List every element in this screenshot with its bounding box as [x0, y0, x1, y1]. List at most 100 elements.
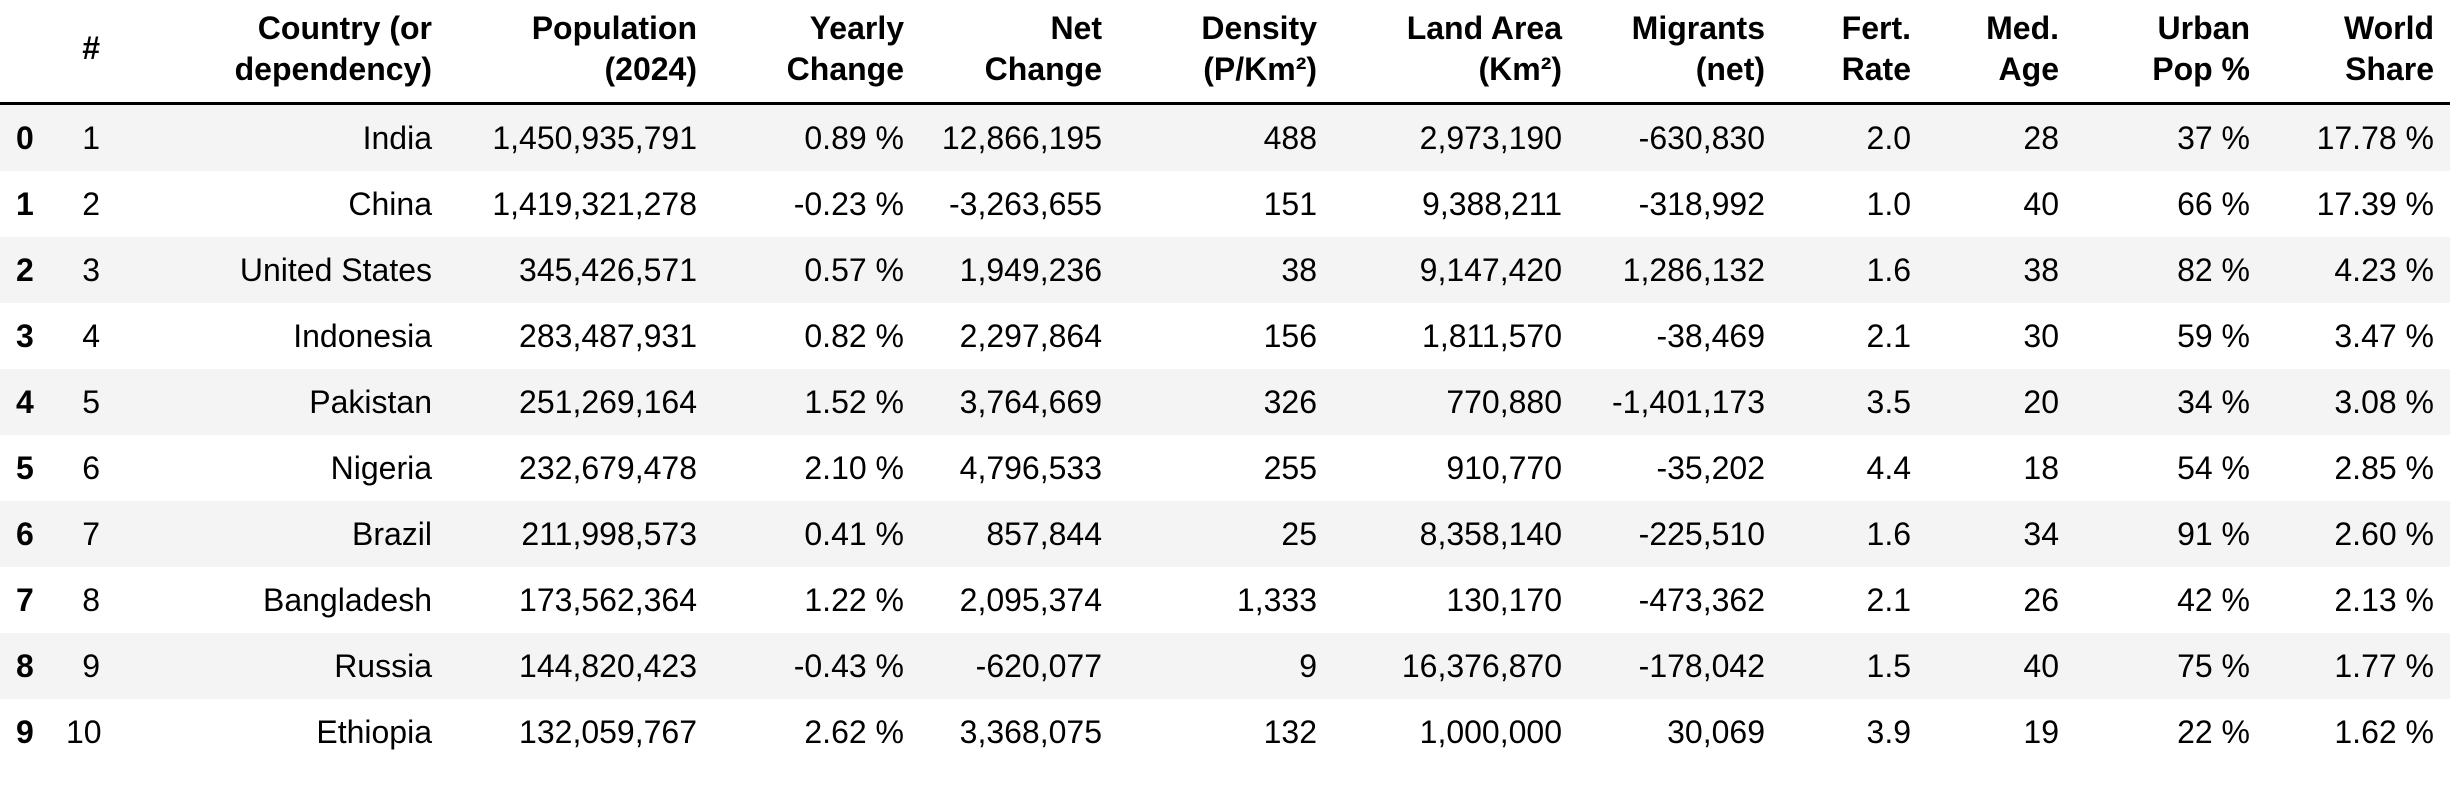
- cell-urban-pop: 37 %: [2177, 119, 2250, 156]
- cell-population: 144,820,423: [519, 647, 697, 684]
- cell-yearly-change: 0.89 %: [804, 119, 904, 156]
- cell-med-age: 34: [2023, 515, 2059, 552]
- cell-net-change: 3,368,075: [959, 713, 1102, 750]
- cell-density: 1,333: [1236, 581, 1317, 618]
- table-row: 5 6 Nigeria 232,679,478 2.10 % 4,796,533 255 91…: [0, 434, 2450, 501]
- cell-land-area: 130,170: [1446, 581, 1562, 618]
- cell-rank: 4: [82, 317, 100, 354]
- cell-med-age: 40: [2023, 185, 2059, 222]
- cell-land-area: 1,000,000: [1419, 713, 1562, 750]
- cell-urban-pop: 34 %: [2177, 383, 2250, 420]
- cell-net-change: 3,764,669: [959, 383, 1102, 420]
- cell-country: Bangladesh: [262, 581, 432, 618]
- table-row: 9 10 Ethiopia 132,059,767 2.62 % 3,368,075 132…: [0, 698, 2450, 765]
- cell-density: 132: [1263, 713, 1317, 750]
- cell-migrants: -178,042: [1638, 647, 1765, 684]
- cell-fert-rate: 2.1: [1866, 317, 1911, 354]
- cell-world-share: 1.77 %: [2334, 647, 2434, 684]
- cell-med-age: 20: [2023, 383, 2059, 420]
- cell-world-share: 1.62 %: [2334, 713, 2434, 750]
- column-header-rank: #: [50, 0, 116, 105]
- cell-country: Indonesia: [293, 317, 432, 354]
- cell-population: 173,562,364: [519, 581, 697, 618]
- cell-yearly-change: 1.22 %: [804, 581, 904, 618]
- cell-density: 255: [1263, 449, 1317, 486]
- table-row: 1 2 China 1,419,321,278 -0.23 % -3,263,655 151…: [0, 170, 2450, 237]
- row-index: 3: [16, 317, 34, 354]
- cell-net-change: 1,949,236: [959, 251, 1102, 288]
- cell-land-area: 770,880: [1446, 383, 1562, 420]
- cell-yearly-change: 0.57 %: [804, 251, 904, 288]
- cell-rank: 6: [82, 449, 100, 486]
- column-header-density: Density (P/Km²): [1118, 0, 1333, 105]
- cell-med-age: 26: [2023, 581, 2059, 618]
- column-header-med-age: Med. Age: [1927, 0, 2075, 105]
- cell-yearly-change: 2.10 %: [804, 449, 904, 486]
- cell-migrants: 30,069: [1667, 713, 1765, 750]
- cell-population: 232,679,478: [519, 449, 697, 486]
- cell-net-change: 2,297,864: [959, 317, 1102, 354]
- cell-country: Brazil: [351, 515, 432, 552]
- cell-fert-rate: 2.1: [1866, 581, 1911, 618]
- cell-yearly-change: 1.52 %: [804, 383, 904, 420]
- cell-yearly-change: 0.82 %: [804, 317, 904, 354]
- cell-world-share: 17.78 %: [2316, 119, 2434, 156]
- cell-world-share: 4.23 %: [2334, 251, 2434, 288]
- table-row: 6 7 Brazil 211,998,573 0.41 % 857,844 25 8,358,…: [0, 500, 2450, 567]
- cell-urban-pop: 91 %: [2177, 515, 2250, 552]
- cell-fert-rate: 4.4: [1866, 449, 1911, 486]
- cell-population: 1,419,321,278: [492, 185, 697, 222]
- row-index: 9: [16, 713, 34, 750]
- cell-yearly-change: -0.43 %: [793, 647, 904, 684]
- table-row: 7 8 Bangladesh 173,562,364 1.22 % 2,095,374 1,…: [0, 566, 2450, 633]
- table-body: 0 1 India 1,450,935,791 0.89 % 12,866,195 488 2…: [0, 103, 2450, 765]
- cell-med-age: 28: [2023, 119, 2059, 156]
- cell-yearly-change: 0.41 %: [804, 515, 904, 552]
- cell-urban-pop: 75 %: [2177, 647, 2250, 684]
- cell-net-change: 857,844: [986, 515, 1102, 552]
- cell-population: 132,059,767: [519, 713, 697, 750]
- cell-urban-pop: 66 %: [2177, 185, 2250, 222]
- cell-rank: 8: [82, 581, 100, 618]
- cell-urban-pop: 59 %: [2177, 317, 2250, 354]
- cell-fert-rate: 3.9: [1866, 713, 1911, 750]
- cell-rank: 3: [82, 251, 100, 288]
- cell-land-area: 1,811,570: [1422, 317, 1562, 354]
- row-index: 4: [16, 383, 34, 420]
- table-header: # Country (or dependency) Population (2024…: [0, 0, 2450, 105]
- cell-med-age: 30: [2023, 317, 2059, 354]
- cell-urban-pop: 54 %: [2177, 449, 2250, 486]
- cell-fert-rate: 1.5: [1866, 647, 1911, 684]
- cell-rank: 1: [82, 119, 100, 156]
- cell-yearly-change: -0.23 %: [793, 185, 904, 222]
- cell-land-area: 9,388,211: [1422, 185, 1562, 222]
- cell-fert-rate: 1.6: [1866, 515, 1911, 552]
- cell-country: Ethiopia: [316, 713, 432, 750]
- row-index: 7: [16, 581, 34, 618]
- column-header-net-change: Net Change: [920, 0, 1118, 105]
- cell-fert-rate: 3.5: [1866, 383, 1911, 420]
- cell-land-area: 9,147,420: [1419, 251, 1562, 288]
- cell-world-share: 17.39 %: [2316, 185, 2434, 222]
- cell-fert-rate: 2.0: [1866, 119, 1911, 156]
- cell-fert-rate: 1.0: [1866, 185, 1911, 222]
- cell-urban-pop: 82 %: [2177, 251, 2250, 288]
- cell-migrants: -35,202: [1656, 449, 1765, 486]
- cell-migrants: -38,469: [1656, 317, 1765, 354]
- cell-density: 9: [1299, 647, 1317, 684]
- cell-net-change: 12,866,195: [941, 119, 1102, 156]
- cell-net-change: -3,263,655: [948, 185, 1102, 222]
- table-row: 3 4 Indonesia 283,487,931 0.82 % 2,297,864 156…: [0, 302, 2450, 369]
- cell-country: Nigeria: [330, 449, 432, 486]
- dataframe-table: # Country (or dependency) Population (2024…: [0, 0, 2450, 765]
- cell-world-share: 2.13 %: [2334, 581, 2434, 618]
- cell-land-area: 2,973,190: [1419, 119, 1562, 156]
- cell-density: 38: [1281, 251, 1317, 288]
- cell-country: Pakistan: [309, 383, 432, 420]
- cell-fert-rate: 1.6: [1866, 251, 1911, 288]
- cell-migrants: -630,830: [1638, 119, 1765, 156]
- column-header-yearly-change: Yearly Change: [713, 0, 920, 105]
- cell-density: 326: [1263, 383, 1317, 420]
- cell-migrants: -318,992: [1638, 185, 1765, 222]
- row-index: 5: [16, 449, 34, 486]
